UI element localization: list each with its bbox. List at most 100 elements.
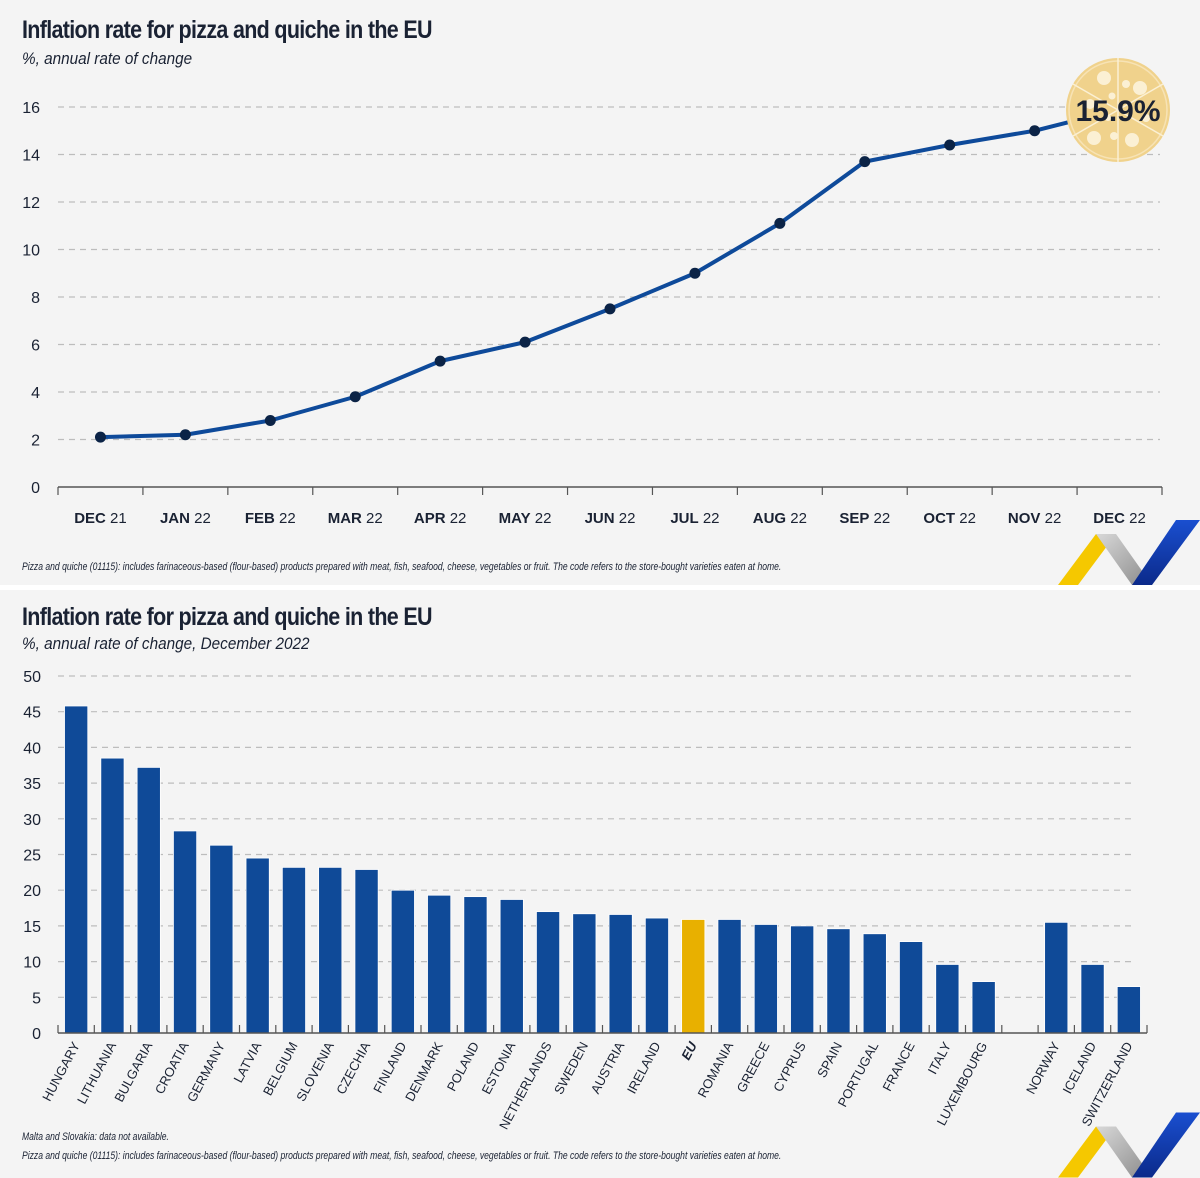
data-point: [944, 139, 956, 151]
bar: [427, 894, 452, 1034]
y-tick-label: 2: [31, 433, 40, 450]
x-tick-label: JUL 22: [670, 510, 719, 527]
x-tick-label: ESTONIA: [478, 1039, 518, 1097]
data-point: [859, 156, 871, 168]
x-tick-label: FEB 22: [245, 510, 296, 527]
x-tick-label: JUN 22: [585, 510, 636, 527]
data-point: [689, 267, 701, 279]
x-tick-label: DENMARK: [402, 1039, 446, 1104]
pizza-slice-cut: [1117, 83, 1164, 111]
bar: [572, 913, 597, 1034]
pizza-topping: [1110, 132, 1118, 140]
bar: [390, 889, 415, 1034]
y-tick-label: 10: [22, 243, 40, 260]
pizza-badge-icon: [1066, 58, 1170, 162]
pizza-topping: [1108, 92, 1116, 100]
x-tick-label: CROATIA: [152, 1039, 192, 1096]
bar: [536, 911, 561, 1034]
x-tick-label: NORWAY: [1023, 1039, 1063, 1096]
bar: [971, 981, 996, 1034]
x-tick-label: LATVIA: [230, 1039, 264, 1085]
pizza-slice-cut: [1072, 109, 1119, 137]
eurostat-logo-icon: [1058, 1112, 1200, 1178]
pizza-topping: [1133, 81, 1147, 95]
x-tick-label: ROMANIA: [694, 1039, 736, 1100]
x-tick-label: EU: [678, 1039, 700, 1063]
y-tick-label: 30: [23, 812, 41, 829]
x-tick-label: SWEDEN: [551, 1039, 591, 1096]
x-tick-label: ICELAND: [1059, 1039, 1099, 1096]
line-chart-footnote: Pizza and quiche (01115): includes farin…: [22, 561, 782, 573]
x-tick-label: CYPRUS: [770, 1039, 809, 1094]
bar: [64, 705, 89, 1034]
x-tick-label: DEC 21: [74, 510, 127, 527]
y-tick-label: 12: [22, 195, 40, 212]
bar: [608, 914, 633, 1034]
y-tick-label: 35: [23, 776, 41, 793]
y-tick-label: 8: [31, 290, 40, 307]
bar-chart-footnote-availability: Malta and Slovakia: data not available.: [22, 1131, 169, 1143]
pizza-slice-cut: [1072, 83, 1119, 111]
last-value-label: 15.9%: [1075, 95, 1160, 128]
x-tick-label: POLAND: [444, 1039, 482, 1093]
data-point: [1029, 125, 1041, 137]
y-tick-label: 5: [32, 990, 41, 1007]
bar-chart-panel: Inflation rate for pizza and quiche in t…: [0, 590, 1200, 1178]
y-tick-label: 20: [23, 883, 41, 900]
x-tick-label: CZECHIA: [333, 1039, 373, 1097]
y-tick-label: 4: [31, 385, 40, 402]
bar: [753, 924, 778, 1034]
pizza-slice-cut: [1117, 109, 1164, 137]
x-tick-label: JAN 22: [160, 510, 211, 527]
line-chart-title: Inflation rate for pizza and quiche in t…: [22, 16, 433, 44]
x-tick-label: FINLAND: [370, 1039, 409, 1095]
bar: [209, 844, 234, 1034]
bar: [899, 941, 924, 1034]
bar-chart-subtitle: %, annual rate of change, December 2022: [22, 634, 310, 653]
x-tick-label: AUSTRIA: [588, 1039, 628, 1096]
x-tick-label: SPAIN: [814, 1039, 845, 1080]
data-point: [774, 217, 786, 229]
line-chart-subtitle: %, annual rate of change: [22, 49, 193, 68]
x-tick-label: BULGARIA: [111, 1039, 155, 1104]
y-tick-label: 45: [23, 705, 41, 722]
bar: [281, 866, 306, 1034]
eurostat-logo-icon: [1058, 520, 1200, 585]
line-chart-panel: Inflation rate for pizza and quiche in t…: [0, 0, 1200, 585]
y-tick-label: 10: [23, 955, 41, 972]
x-tick-label: MAY 22: [499, 510, 552, 527]
bar: [935, 964, 960, 1034]
data-point: [179, 429, 191, 441]
x-tick-label: DEC 22: [1093, 510, 1146, 527]
bar: [245, 857, 270, 1034]
bar: [790, 925, 815, 1034]
bar: [100, 757, 125, 1034]
bar: [1044, 921, 1069, 1034]
x-tick-label: NOV 22: [1008, 510, 1061, 527]
bar: [717, 919, 742, 1034]
bar-chart-footnote-definition: Pizza and quiche (01115): includes farin…: [22, 1150, 782, 1162]
x-tick-label: APR 22: [414, 510, 467, 527]
bar-chart: 05101520253035404550HUNGARYLITHUANIABULG…: [23, 669, 1148, 1130]
series-line: [100, 107, 1121, 440]
bar: [499, 899, 524, 1034]
y-tick-label: 0: [32, 1026, 41, 1043]
data-point: [264, 415, 276, 426]
x-tick-label: SEP 22: [839, 510, 890, 527]
bar: [826, 928, 851, 1034]
x-tick-label: AUG 22: [753, 510, 807, 527]
pizza-topping: [1142, 114, 1150, 122]
x-tick-label: GREECE: [733, 1039, 772, 1095]
bar-chart-title: Inflation rate for pizza and quiche in t…: [22, 603, 433, 631]
bar-eu: [681, 919, 706, 1034]
x-tick-label: OCT 22: [923, 510, 976, 527]
bar: [173, 830, 198, 1034]
y-tick-label: 50: [23, 669, 41, 686]
pizza-topping: [1105, 115, 1111, 121]
y-tick-label: 14: [22, 148, 40, 165]
y-tick-label: 40: [23, 740, 41, 757]
y-tick-label: 15: [23, 919, 41, 936]
x-tick-label: MAR 22: [328, 510, 383, 527]
x-tick-label: GERMANY: [184, 1039, 228, 1104]
y-tick-label: 16: [22, 100, 40, 117]
